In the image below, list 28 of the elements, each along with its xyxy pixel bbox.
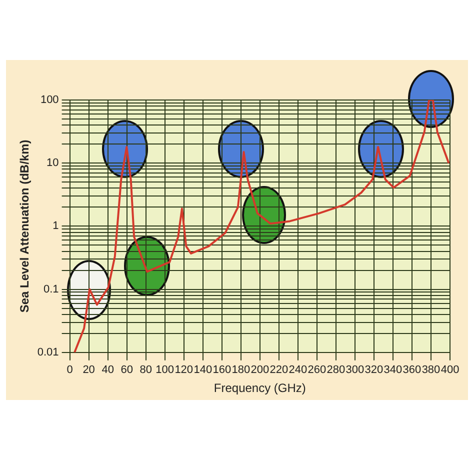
x-tick-label: 300 [346,364,364,376]
x-tick-label: 400 [440,364,460,376]
x-tick-label: 200 [250,364,270,376]
x-tick-label: 100 [156,364,174,376]
x-tick-label: 380 [422,364,440,376]
x-tick-label: 120 [174,364,194,376]
x-tick-label: 220 [270,364,288,376]
x-tick-label: 80 [140,364,152,376]
x-tick-label: 40 [102,364,114,376]
x-tick-label: 360 [402,364,422,376]
y-tick-label: 0.1 [44,283,59,296]
y-tick-label: 100 [40,94,59,106]
x-tick-label: 0 [66,364,73,376]
x-tick-label: 320 [364,364,384,376]
x-tick-label: 240 [288,364,308,376]
x-tick-label: 180 [232,364,250,376]
y-axis-title: Sea Level Attenuation (dB/km) [18,140,32,313]
x-tick-label: 20 [82,364,95,376]
y-tick-label: 0.01 [37,346,59,358]
x-axis-title: Frequency (GHz) [214,381,306,396]
x-tick-label: 340 [384,364,402,376]
x-tick-label: 140 [194,364,212,376]
x-tick-label: 160 [212,364,232,376]
x-tick-label: 60 [120,364,133,376]
y-tick-label: 10 [46,157,59,170]
x-tick-label: 280 [326,364,346,376]
y-tick-label: 1 [52,220,59,232]
x-tick-label: 260 [308,364,326,376]
